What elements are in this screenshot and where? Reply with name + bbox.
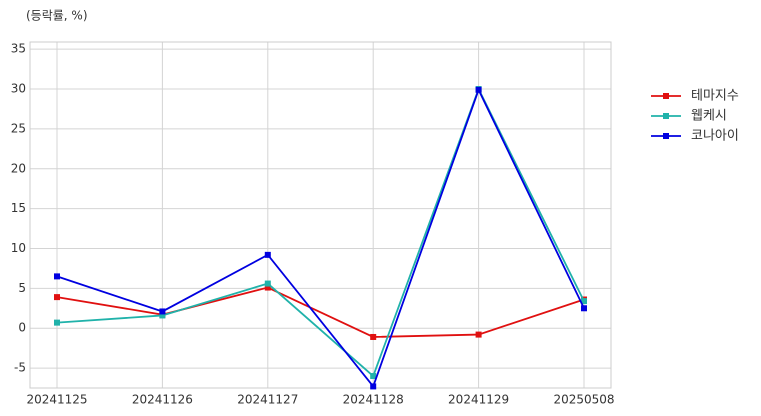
point xyxy=(370,383,377,390)
legend-label: 코나아이 xyxy=(691,129,739,144)
legend-marker xyxy=(663,113,669,119)
legend-marker xyxy=(663,93,669,99)
series-line xyxy=(56,286,585,338)
legend-label: 테마지수 xyxy=(691,89,739,104)
series-line xyxy=(56,87,585,389)
y-tick-label: 10 xyxy=(11,241,26,255)
point xyxy=(159,312,166,319)
y-tick-label: 35 xyxy=(11,42,26,56)
x-tick-label: 20241126 xyxy=(132,393,193,407)
point xyxy=(159,308,166,315)
y-tick-label: -5 xyxy=(14,361,26,375)
x-tick-label: 20250508 xyxy=(553,393,614,407)
y-tick-label: 0 xyxy=(18,321,26,335)
x-tick-label: 20241127 xyxy=(237,393,298,407)
legend-marker xyxy=(663,133,669,139)
chart-subtitle: (등락률, %) xyxy=(26,9,88,23)
point xyxy=(475,331,482,338)
point xyxy=(581,305,587,312)
point xyxy=(581,298,587,305)
y-tick-label: 20 xyxy=(11,161,26,175)
x-tick-label: 20241128 xyxy=(343,393,404,407)
plot-frame xyxy=(29,41,612,389)
point xyxy=(475,86,482,93)
point xyxy=(264,284,271,291)
y-tick-label: 25 xyxy=(11,121,26,135)
y-tick-label: 15 xyxy=(11,201,26,215)
point xyxy=(54,294,60,301)
y-tick-label: 30 xyxy=(11,82,26,96)
point xyxy=(54,319,60,326)
y-tick-label: 5 xyxy=(18,281,26,295)
point xyxy=(370,373,377,380)
point xyxy=(54,273,60,280)
point xyxy=(370,333,377,340)
x-tick-label: 20241125 xyxy=(26,393,87,407)
series-line xyxy=(56,86,585,378)
point xyxy=(264,280,271,287)
x-tick-label: 20241129 xyxy=(448,393,509,407)
legend-label: 웹케시 xyxy=(691,109,727,124)
point xyxy=(264,251,271,258)
